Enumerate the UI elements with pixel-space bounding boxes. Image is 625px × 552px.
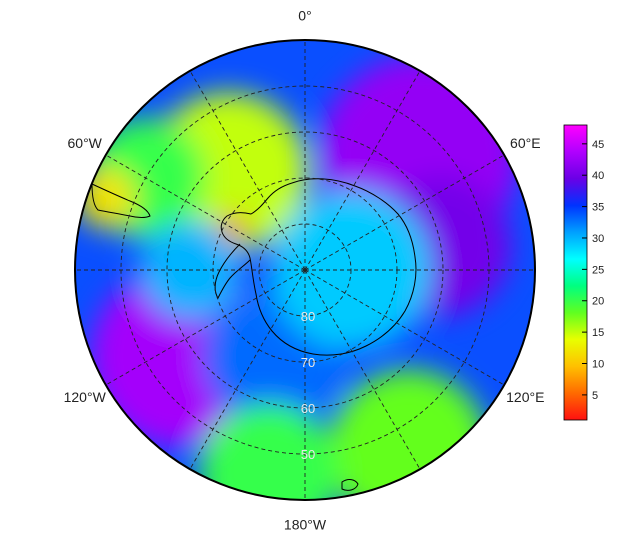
field-yellow-west-edge bbox=[76, 167, 137, 228]
lon-label-0: 0° bbox=[298, 8, 311, 24]
meridian-line bbox=[304, 269, 421, 470]
colorbar-tick-label: 15 bbox=[592, 327, 604, 339]
map-disc bbox=[75, 40, 535, 500]
lat-label-70: 70 bbox=[301, 355, 315, 370]
meridian-line bbox=[304, 269, 505, 386]
meridian-line bbox=[304, 154, 505, 271]
map-border bbox=[74, 39, 536, 501]
south-america-coastline bbox=[91, 183, 151, 218]
meridian-line bbox=[189, 269, 306, 470]
latitude-labels: 80 70 60 50 bbox=[301, 309, 315, 462]
colorbar-tick-label: 30 bbox=[592, 233, 604, 245]
meridian-line bbox=[105, 269, 306, 386]
lon-label-120e: 120°E bbox=[506, 389, 544, 405]
colorbar-tick-label: 10 bbox=[592, 359, 604, 371]
lon-label-60w: 60°W bbox=[68, 135, 103, 151]
colorbar-tick-label: 45 bbox=[592, 139, 604, 151]
colorbar-tick-label: 25 bbox=[592, 264, 604, 276]
colorbar-ticks: 5 10 15 20 25 30 35 40 45 bbox=[582, 139, 604, 402]
lat-label-80: 80 bbox=[301, 309, 315, 324]
antarctica-coastline bbox=[220, 178, 417, 356]
latitude-circle bbox=[166, 131, 444, 409]
colorbar-ramp bbox=[563, 124, 588, 421]
field-green-south-pacific bbox=[199, 403, 340, 500]
colorbar-tick-label: 5 bbox=[592, 390, 598, 402]
graticule bbox=[75, 40, 535, 500]
lat-label-60: 60 bbox=[301, 401, 315, 416]
colorbar: 5 10 15 20 25 30 35 40 45 bbox=[563, 124, 604, 421]
meridian-line bbox=[304, 70, 421, 271]
lon-label-120w: 120°W bbox=[64, 389, 107, 405]
colorbar-tick-label: 40 bbox=[592, 170, 604, 182]
meridian-line bbox=[105, 154, 306, 271]
colorbar-tick-label: 20 bbox=[592, 296, 604, 308]
longitude-labels: 0° 60°E 120°E 180°W 120°W 60°W bbox=[64, 8, 545, 533]
meridian-line bbox=[189, 70, 306, 271]
new-zealand-coastline bbox=[341, 479, 359, 491]
lon-label-180: 180°W bbox=[284, 516, 327, 532]
antarctic-peninsula-coastline bbox=[214, 243, 251, 299]
lat-label-50: 50 bbox=[301, 447, 315, 462]
colorbar-tick-label: 35 bbox=[592, 202, 604, 214]
lon-label-60e: 60°E bbox=[510, 135, 541, 151]
